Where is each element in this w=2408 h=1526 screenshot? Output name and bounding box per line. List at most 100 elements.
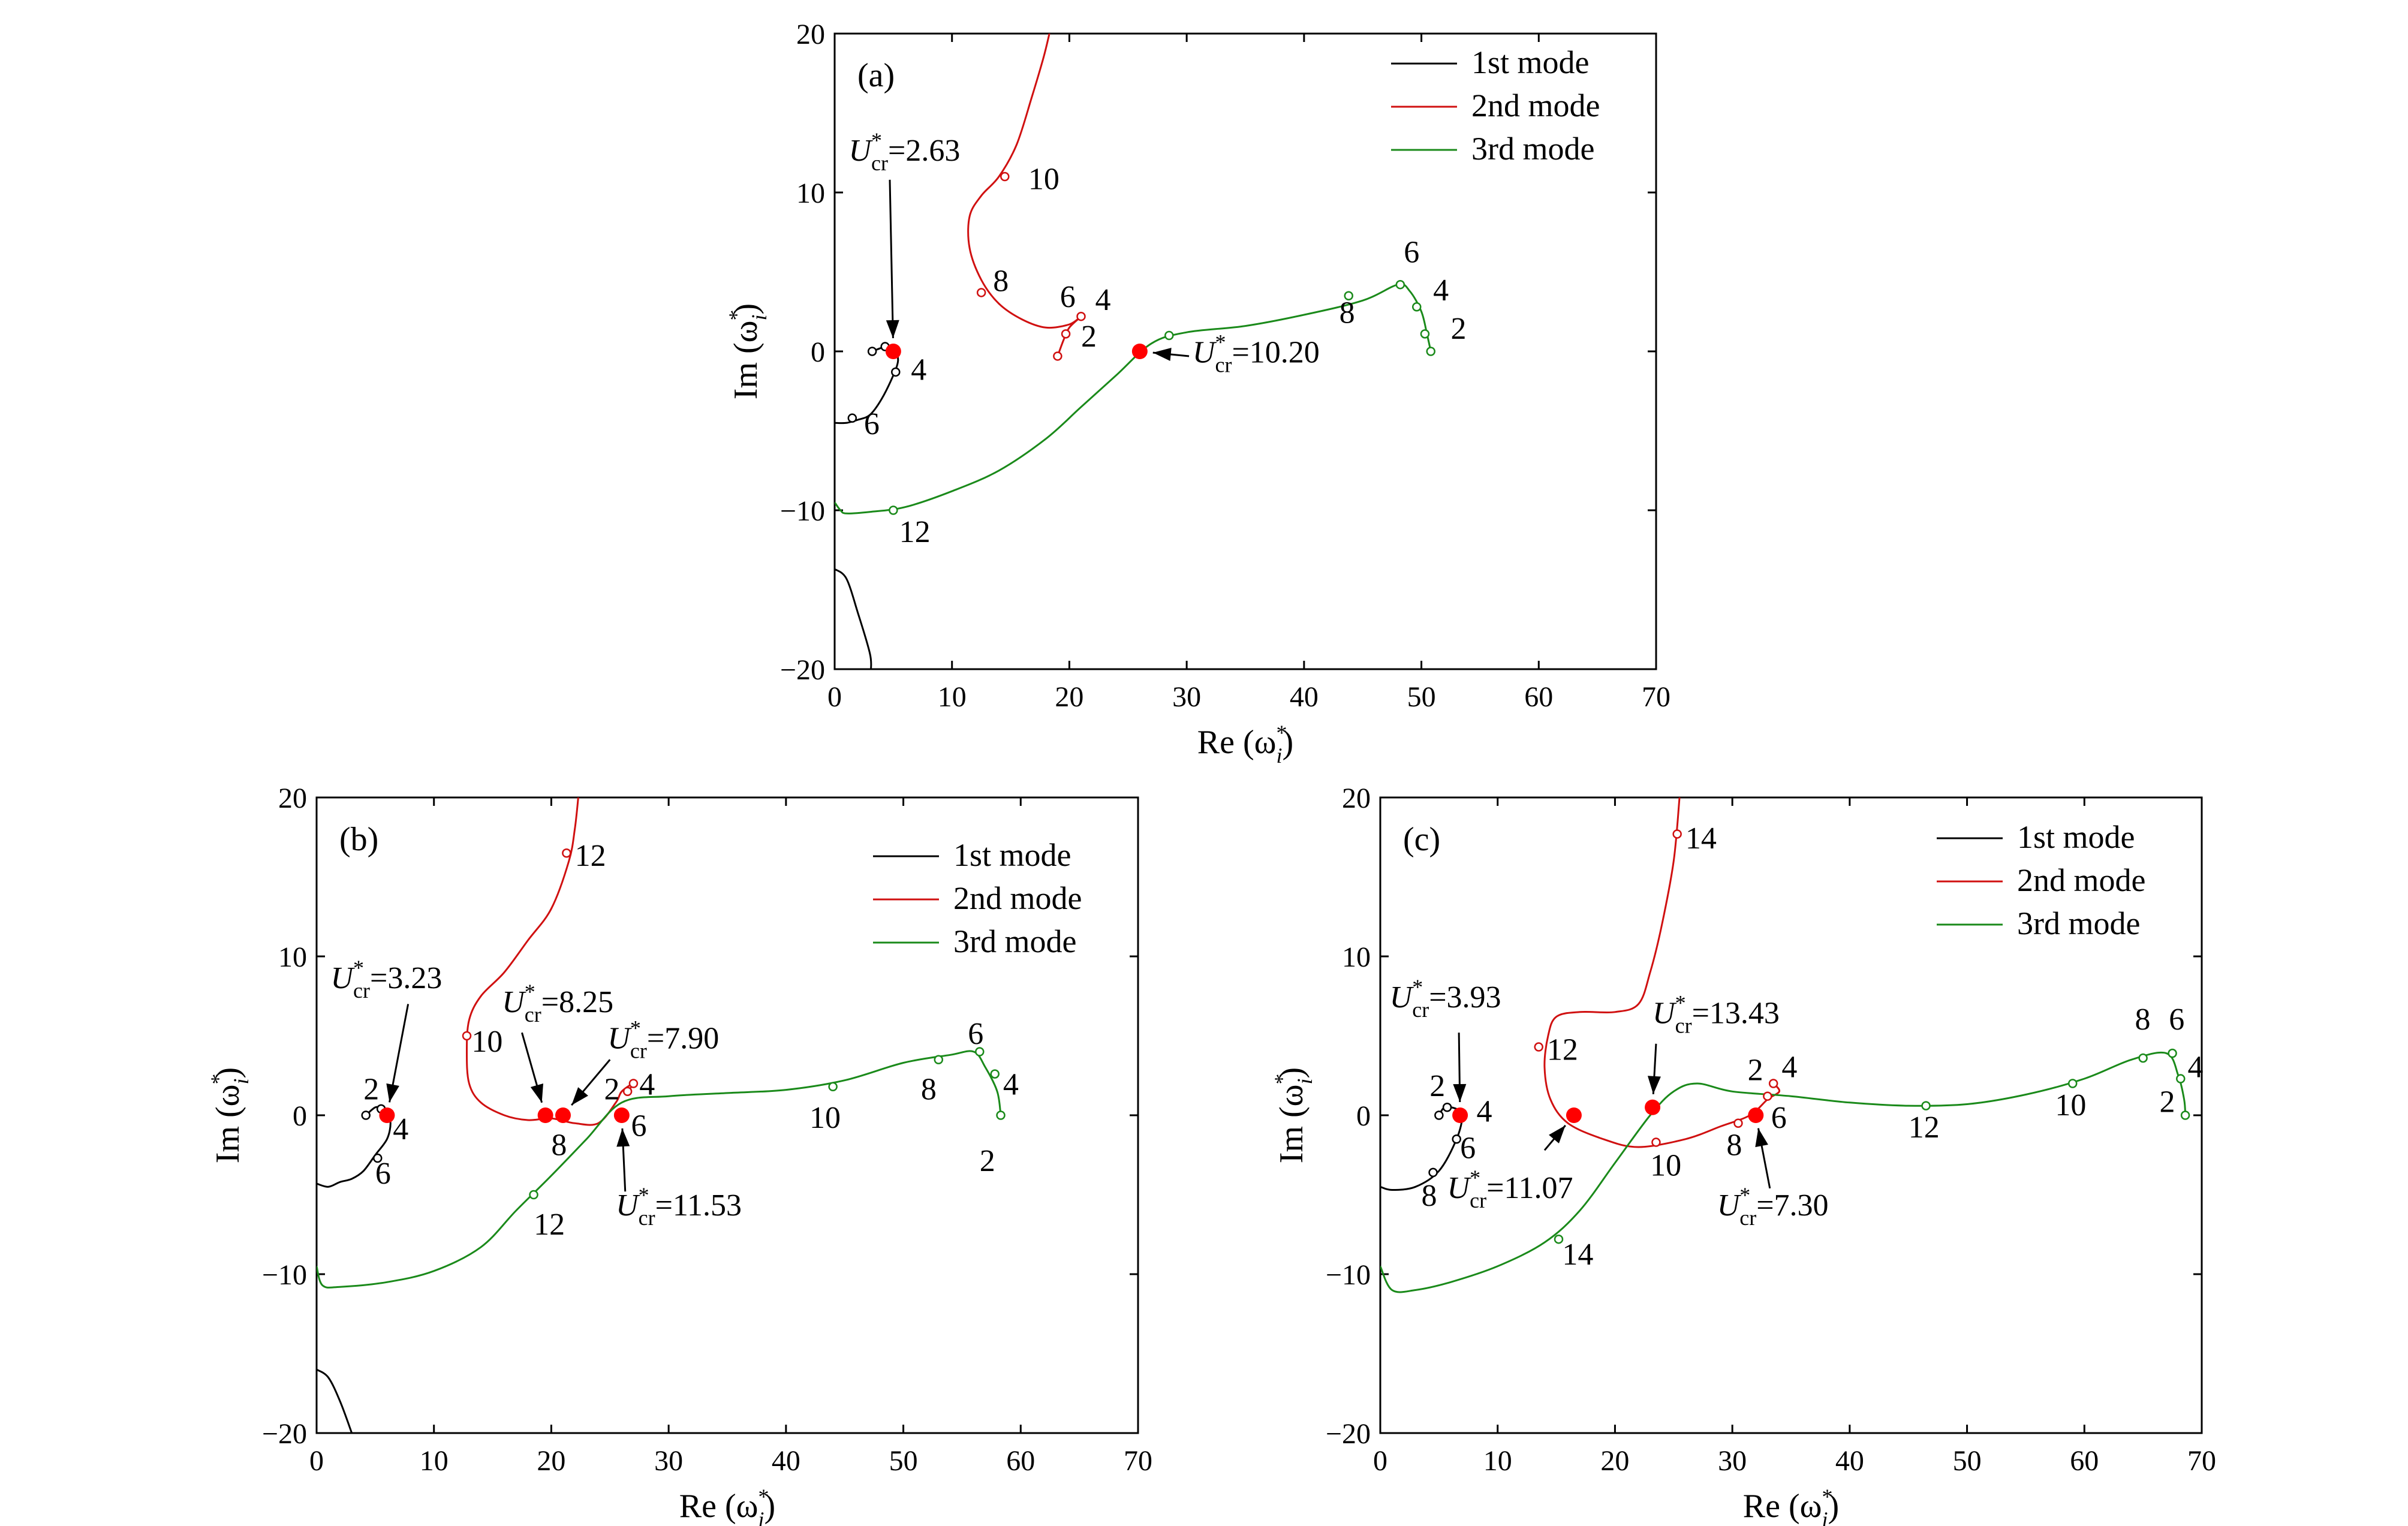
data-marker xyxy=(990,1069,1000,1079)
series-line xyxy=(317,1368,353,1433)
x-tick-label: 50 xyxy=(1953,1445,1982,1477)
y-tick-label: 0 xyxy=(1356,1100,1371,1132)
panel-label: (a) xyxy=(857,57,895,94)
data-marker xyxy=(847,413,857,423)
point-label: 4 xyxy=(1781,1050,1797,1084)
point-label: 12 xyxy=(1909,1110,1940,1145)
x-tick-label: 10 xyxy=(420,1445,449,1477)
x-axis-label: Re (ω* i) xyxy=(1197,721,1293,767)
point-label: 10 xyxy=(2055,1088,2086,1122)
x-tick-label: 30 xyxy=(1718,1445,1747,1477)
critical-arrowhead xyxy=(571,1087,588,1106)
x-tick-label: 0 xyxy=(309,1445,324,1477)
data-marker xyxy=(891,367,901,377)
point-label: 12 xyxy=(575,839,606,873)
legend-label: 1st mode xyxy=(953,837,1071,873)
data-marker xyxy=(2138,1053,2148,1063)
y-axis-label: Im (ω*i) xyxy=(206,1067,253,1163)
point-label: 10 xyxy=(1028,162,1059,197)
critical-label: U* cr=13.43 xyxy=(1653,991,1780,1037)
y-axis-label: Im (ω*i) xyxy=(724,303,771,399)
data-marker xyxy=(1672,829,1682,839)
critical-arrowhead xyxy=(1647,1076,1661,1094)
x-tick-label: 30 xyxy=(1172,681,1201,713)
y-tick-label: −10 xyxy=(1326,1259,1371,1291)
point-label: 6 xyxy=(1771,1101,1787,1135)
x-tick-label: 60 xyxy=(2070,1445,2099,1477)
critical-label: U* cr=3.23 xyxy=(330,956,442,1003)
data-marker xyxy=(996,1110,1006,1120)
critical-label: U* cr=7.90 xyxy=(607,1016,719,1063)
data-marker xyxy=(828,1082,838,1092)
legend: 1st mode 2nd mode 3rd mode xyxy=(873,837,1082,959)
panel-label: (b) xyxy=(339,821,378,858)
x-tick-label: 40 xyxy=(1835,1445,1864,1477)
series-line xyxy=(1380,1051,2187,1293)
data-marker xyxy=(867,347,877,356)
data-marker xyxy=(975,1047,985,1057)
point-label: 6 xyxy=(1460,1131,1476,1166)
critical-point xyxy=(1645,1099,1661,1115)
legend-label: 2nd mode xyxy=(953,880,1082,916)
critical-label: U* cr=11.07 xyxy=(1447,1166,1573,1212)
data-marker xyxy=(1164,330,1174,341)
critical-arrowhead xyxy=(616,1128,630,1147)
critical-point xyxy=(1566,1107,1582,1123)
legend-label: 2nd mode xyxy=(1471,88,1600,124)
y-tick-label: 10 xyxy=(796,177,825,209)
legend-label: 3rd mode xyxy=(2017,905,2140,941)
critical-arrowhead xyxy=(1152,348,1172,361)
critical-arrowhead xyxy=(1453,1083,1467,1103)
data-marker xyxy=(628,1079,639,1088)
point-label: 4 xyxy=(1003,1068,1019,1102)
point-label: 2 xyxy=(363,1073,379,1107)
data-marker xyxy=(2180,1110,2190,1120)
point-label: 2 xyxy=(604,1073,620,1107)
x-tick-label: 10 xyxy=(938,681,967,713)
series-line xyxy=(466,797,635,1126)
x-tick-label: 30 xyxy=(654,1445,683,1477)
point-label: 4 xyxy=(639,1068,655,1102)
point-label: 14 xyxy=(1685,821,1717,856)
point-label: 8 xyxy=(921,1073,937,1107)
series-line xyxy=(1543,797,1781,1148)
y-tick-label: −20 xyxy=(1326,1418,1371,1450)
critical-arrowhead xyxy=(1755,1128,1768,1148)
data-marker xyxy=(373,1153,383,1163)
x-tick-label: 40 xyxy=(1290,681,1319,713)
critical-arrow xyxy=(889,179,894,339)
data-marker xyxy=(2168,1048,2177,1058)
critical-label: U* cr=8.25 xyxy=(502,980,613,1027)
x-tick-label: 50 xyxy=(889,1445,918,1477)
data-marker xyxy=(1053,351,1062,361)
critical-point xyxy=(1131,344,1148,359)
data-marker xyxy=(1534,1042,1543,1052)
point-label: 10 xyxy=(471,1025,502,1059)
legend-label: 3rd mode xyxy=(953,923,1076,959)
x-tick-label: 20 xyxy=(537,1445,565,1477)
data-marker xyxy=(1442,1103,1452,1112)
panel-c: 0 10 20 30 40 50 60 70 −20 −10 0 10 20 Re (ω* i) Im (ω*… xyxy=(1270,782,2216,1526)
series-group xyxy=(1380,797,2190,1293)
x-tick-label: 20 xyxy=(1055,681,1083,713)
critical-label: U* cr=7.30 xyxy=(1717,1183,1829,1230)
point-label: 6 xyxy=(375,1157,391,1191)
x-tick-label: 10 xyxy=(1483,1445,1512,1477)
point-label: 12 xyxy=(899,515,931,549)
panel-label: (c) xyxy=(1403,821,1440,858)
data-marker xyxy=(1921,1101,1931,1110)
x-tick-label: 70 xyxy=(1124,1445,1152,1477)
x-tick-label: 0 xyxy=(1373,1445,1387,1477)
series-group xyxy=(317,797,1006,1433)
point-label: 8 xyxy=(1726,1128,1742,1162)
data-marker xyxy=(1061,329,1071,339)
point-label: 8 xyxy=(993,264,1009,298)
data-marker xyxy=(1076,311,1086,321)
point-label: 6 xyxy=(1404,236,1419,270)
point-label: 10 xyxy=(809,1101,841,1135)
y-tick-label: 20 xyxy=(1342,782,1371,814)
series-line xyxy=(835,568,872,669)
point-label: 2 xyxy=(1429,1069,1445,1103)
critical-point xyxy=(885,344,901,359)
